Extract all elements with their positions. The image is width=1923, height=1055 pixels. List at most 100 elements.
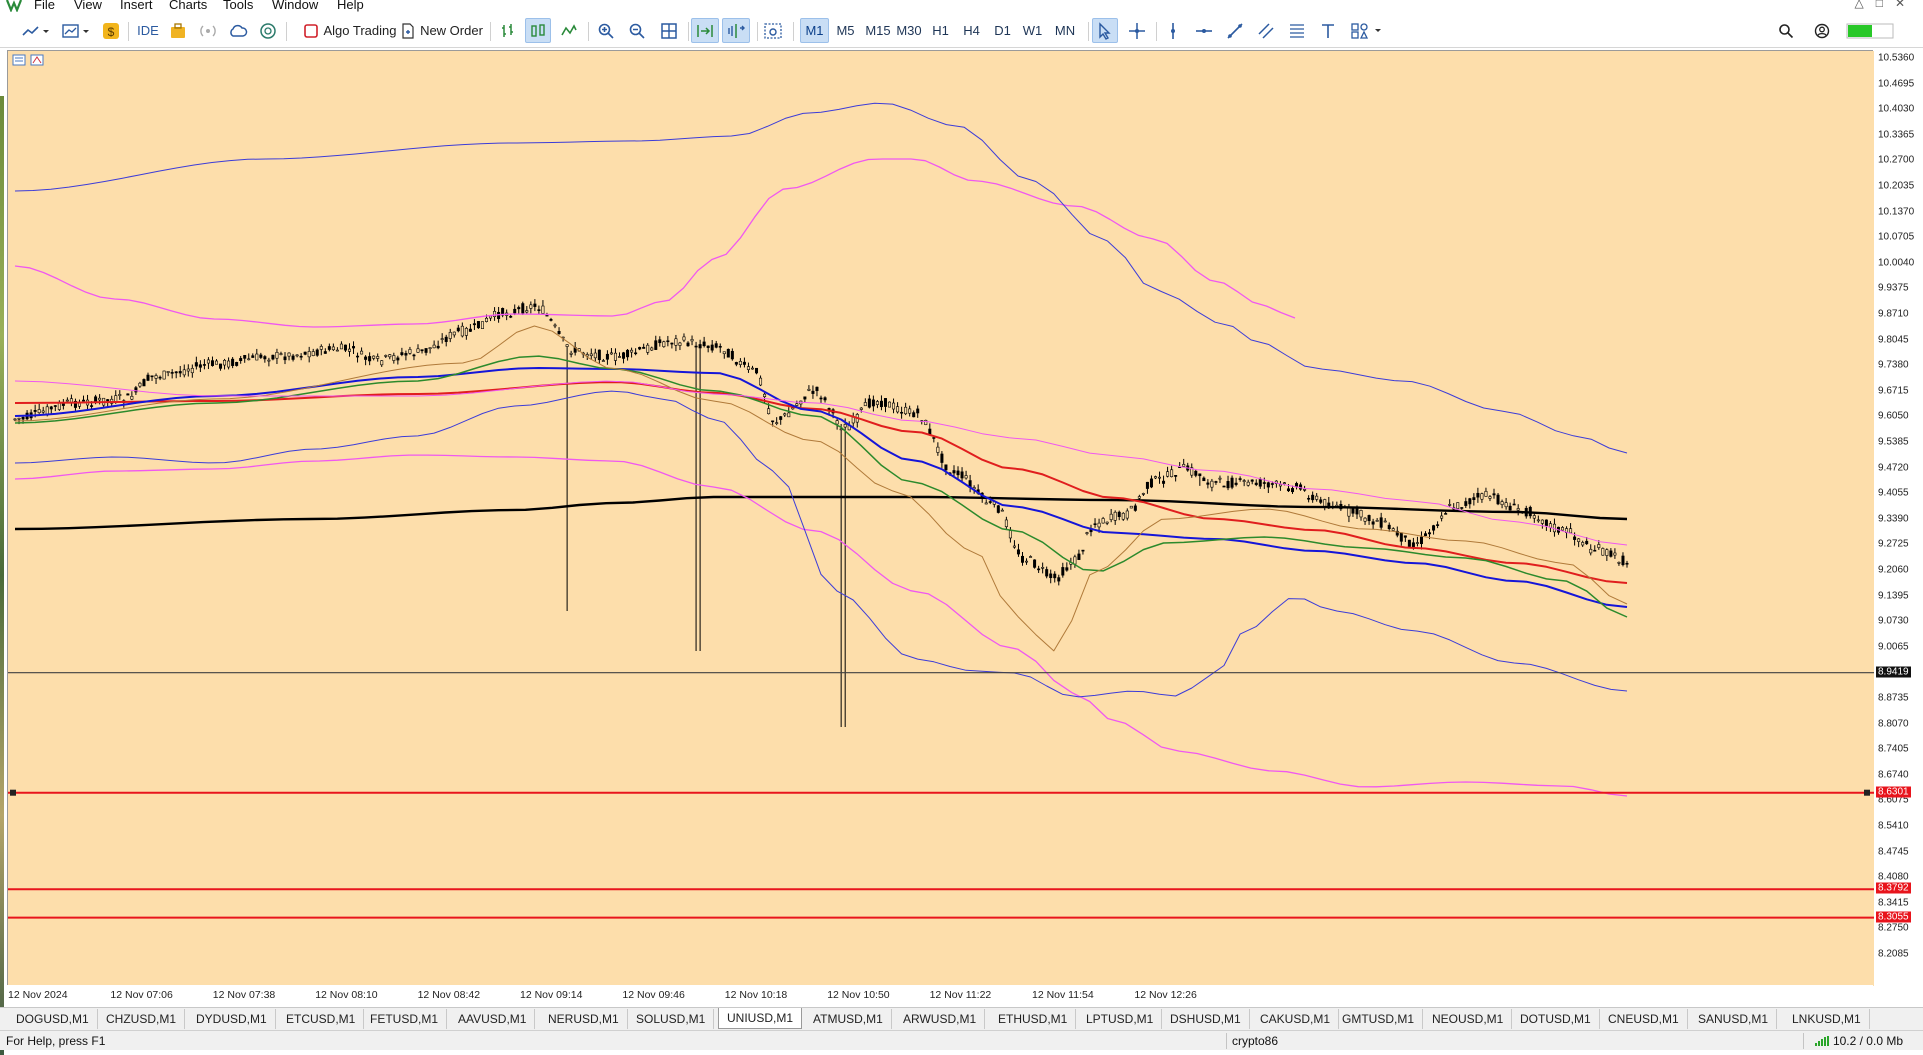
timeframe-h4[interactable]: H4: [963, 23, 980, 38]
symbol-tab[interactable]: ETCUSD,M1: [278, 1009, 365, 1029]
trendline-button[interactable]: [1222, 18, 1248, 43]
menu-file[interactable]: File: [34, 0, 55, 12]
candle-body: [775, 422, 779, 424]
timeframe-m1[interactable]: M1: [800, 18, 829, 43]
symbol-tab[interactable]: CAKUSD,M1: [1252, 1009, 1340, 1029]
restore-icon[interactable]: △: [1854, 0, 1876, 10]
candle-body: [557, 330, 561, 334]
price-axis[interactable]: 10.5360 10.4695 10.4030 10.3365 10.2700 10.20…: [1874, 50, 1923, 985]
channel-button[interactable]: [1253, 18, 1279, 43]
text-tool-button[interactable]: [1315, 18, 1341, 43]
symbol-tab[interactable]: LPTUSD,M1: [1078, 1009, 1163, 1029]
symbol-tab[interactable]: CHZUSD,M1: [98, 1009, 186, 1029]
maximize-icon[interactable]: □: [1875, 0, 1895, 10]
menu-charts[interactable]: Charts: [169, 0, 208, 12]
menu-help[interactable]: Help: [337, 0, 364, 12]
candle-body: [327, 346, 331, 350]
time-axis-label: 12 Nov 08:10: [315, 989, 378, 1001]
time-axis[interactable]: 12 Nov 2024 12 Nov 07:06 12 Nov 07:38 12 No…: [7, 985, 1873, 1007]
crosshair-tool-button[interactable]: [1124, 18, 1150, 43]
toolbar-separator: [793, 22, 794, 41]
cursor-tool-button[interactable]: [1092, 18, 1118, 43]
candle-body: [190, 367, 194, 374]
symbol-tab[interactable]: ETHUSD,M1: [990, 1009, 1077, 1029]
candle-body: [771, 420, 775, 423]
community-button[interactable]: [256, 18, 280, 43]
search-button[interactable]: [1774, 18, 1798, 43]
level-handle[interactable]: [1864, 789, 1870, 796]
candle-body: [1246, 481, 1250, 486]
vps-button[interactable]: [226, 18, 250, 43]
candle-body: [53, 405, 57, 407]
candle-body: [1081, 549, 1085, 552]
symbol-tab[interactable]: DOTUSD,M1: [1512, 1009, 1600, 1029]
close-icon[interactable]: ✕: [1894, 0, 1917, 10]
level-price-badge: 8.3055: [1876, 911, 1911, 923]
signals-button[interactable]: [196, 18, 220, 43]
menu-view[interactable]: View: [74, 0, 102, 12]
templates-button[interactable]: [58, 18, 94, 43]
timeframe-m5[interactable]: M5: [836, 23, 855, 38]
briefcase-icon: [171, 22, 185, 38]
candle-body: [900, 411, 904, 414]
new-order-button[interactable]: New Order: [400, 18, 484, 43]
symbol-tab[interactable]: DYDUSD,M1: [188, 1009, 276, 1029]
toolbar-separator: [1088, 22, 1089, 41]
timeframe-m15[interactable]: M15: [865, 23, 891, 38]
time-axis-label: 12 Nov 09:14: [520, 989, 583, 1001]
bar-chart-button[interactable]: [495, 18, 521, 43]
symbol-tab[interactable]: AAVUSD,M1: [450, 1009, 536, 1029]
status-divider: [1803, 1033, 1804, 1049]
menu-tools[interactable]: Tools: [223, 0, 254, 12]
symbol-tab[interactable]: NEOUSD,M1: [1424, 1009, 1513, 1029]
ide-button[interactable]: IDE: [137, 23, 159, 38]
symbol-tab[interactable]: GMTUSD,M1: [1334, 1009, 1423, 1029]
symbol-tab[interactable]: SANUSD,M1: [1690, 1009, 1778, 1029]
zoom-out-button[interactable]: [624, 18, 650, 43]
symbol-tab[interactable]: LNKUSD,M1: [1784, 1009, 1870, 1029]
symbol-tab[interactable]: UNIUSD,M1: [718, 1008, 803, 1029]
shapes-button[interactable]: [1347, 18, 1387, 43]
symbol-tab[interactable]: DSHUSD,M1: [1162, 1009, 1250, 1029]
symbol-tab[interactable]: ARWUSD,M1: [895, 1009, 986, 1029]
symbol-tab[interactable]: CNEUSD,M1: [1600, 1009, 1688, 1029]
connection-status[interactable]: [1844, 18, 1896, 43]
screenshot-button[interactable]: [760, 18, 786, 43]
symbol-tab[interactable]: FETUSD,M1: [362, 1009, 448, 1029]
auto-scroll-button[interactable]: [691, 18, 719, 43]
candle-body: [1593, 549, 1597, 552]
menu-window[interactable]: Window: [272, 0, 319, 12]
symbol-tab[interactable]: NERUSD,M1: [540, 1009, 628, 1029]
chart-plot-area[interactable]: [7, 50, 1874, 986]
candle-body: [267, 359, 271, 362]
timeframe-m30[interactable]: M30: [896, 23, 922, 38]
symbol-tab[interactable]: ATMUSD,M1: [805, 1009, 892, 1029]
zoom-in-button[interactable]: [593, 18, 619, 43]
level-handle[interactable]: [10, 789, 16, 796]
timeframe-mn[interactable]: MN: [1054, 23, 1076, 38]
timeframe-w1[interactable]: W1: [1022, 23, 1043, 38]
candlestick-button[interactable]: [525, 18, 551, 43]
expert-icon[interactable]: [30, 54, 44, 66]
one-click-trading-icon[interactable]: [12, 54, 26, 66]
symbol-tab[interactable]: DOGUSD,M1: [8, 1009, 98, 1029]
strategy-tester-button[interactable]: [166, 18, 190, 43]
candle-body: [1077, 553, 1081, 560]
candle-body: [130, 396, 134, 400]
chart-shift-button[interactable]: [722, 18, 750, 43]
menu-insert[interactable]: Insert: [120, 0, 153, 12]
line-chart-button[interactable]: [556, 18, 582, 43]
timeframe-d1[interactable]: D1: [994, 23, 1011, 38]
vertical-line-button[interactable]: [1160, 18, 1186, 43]
horizontal-line-button[interactable]: [1191, 18, 1217, 43]
candle-body: [263, 356, 267, 360]
chart-canvas[interactable]: [8, 51, 1874, 986]
tile-windows-button[interactable]: [656, 18, 682, 43]
market-button[interactable]: $: [99, 18, 123, 43]
symbol-tab[interactable]: SOLUSD,M1: [628, 1009, 715, 1029]
account-button[interactable]: [1810, 18, 1834, 43]
algo-trading-button[interactable]: Algo Trading: [294, 18, 406, 43]
fibonacci-button[interactable]: [1284, 18, 1310, 43]
chart-type-button[interactable]: [18, 18, 54, 43]
timeframe-h1[interactable]: H1: [932, 23, 949, 38]
